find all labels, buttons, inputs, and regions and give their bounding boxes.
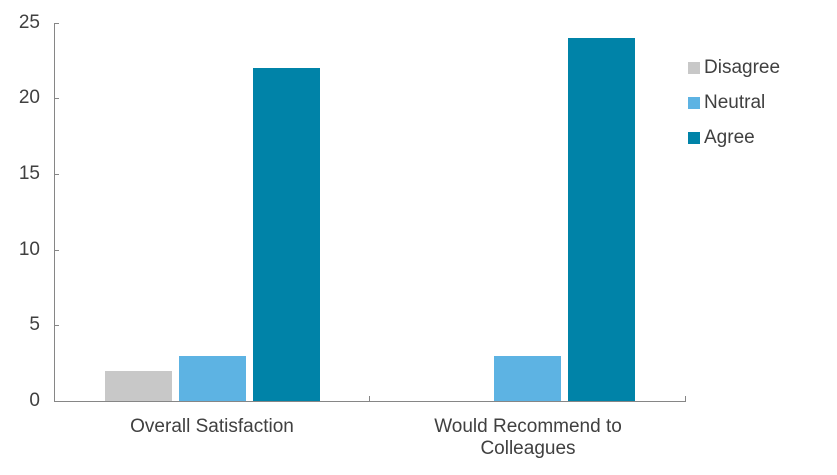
x-axis-tick bbox=[369, 396, 370, 402]
y-axis-tick bbox=[54, 23, 59, 24]
legend-item-disagree: Disagree bbox=[688, 57, 781, 78]
x-category-label-overall-satisfaction: Overall Satisfaction bbox=[54, 416, 370, 438]
y-axis-tick bbox=[54, 174, 59, 175]
bar-would-recommend-agree bbox=[568, 38, 635, 401]
legend-swatch-icon bbox=[688, 62, 700, 74]
legend-label: Neutral bbox=[704, 92, 766, 113]
y-tick-label-10: 10 bbox=[18, 239, 40, 260]
y-tick-label-20: 20 bbox=[18, 87, 40, 108]
y-tick-label-15: 15 bbox=[18, 163, 40, 184]
bar-overall-satisfaction-disagree bbox=[105, 371, 172, 401]
y-axis-line bbox=[54, 23, 55, 401]
x-category-label-would-recommend: Would Recommend to Colleagues bbox=[370, 416, 686, 460]
x-axis-tick bbox=[685, 396, 686, 402]
x-category-label-line: Overall Satisfaction bbox=[130, 416, 294, 437]
legend-swatch-icon bbox=[688, 132, 700, 144]
y-axis-tick bbox=[54, 325, 59, 326]
legend-label: Agree bbox=[704, 127, 755, 148]
y-axis-tick bbox=[54, 98, 59, 99]
bar-overall-satisfaction-agree bbox=[253, 68, 320, 401]
y-tick-label-5: 5 bbox=[29, 314, 40, 335]
legend-label: Disagree bbox=[704, 57, 781, 78]
legend-item-neutral: Neutral bbox=[688, 92, 766, 113]
bar-overall-satisfaction-neutral bbox=[179, 356, 246, 401]
y-tick-label-0: 0 bbox=[29, 390, 40, 411]
x-category-label-line: Colleagues bbox=[480, 438, 576, 459]
y-axis-tick bbox=[54, 250, 59, 251]
legend-swatch-icon bbox=[688, 97, 700, 109]
x-category-label-line: Would Recommend to bbox=[434, 416, 622, 437]
x-axis-line bbox=[54, 401, 686, 402]
bar-would-recommend-neutral bbox=[494, 356, 561, 401]
y-tick-label-25: 25 bbox=[18, 12, 40, 33]
legend-item-agree: Agree bbox=[688, 127, 755, 148]
